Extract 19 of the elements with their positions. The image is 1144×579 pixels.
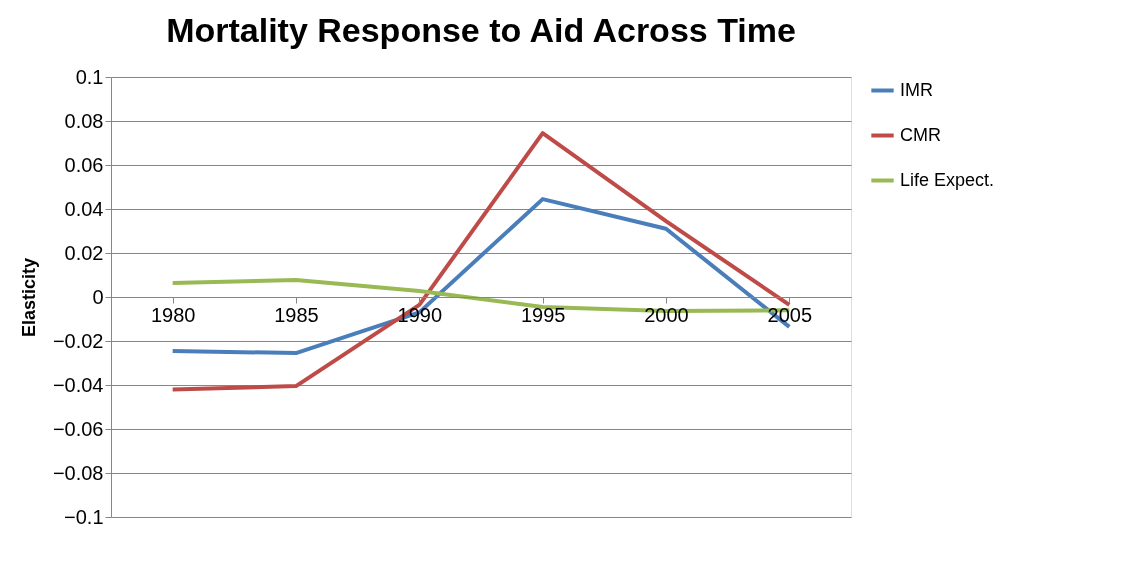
x-tick-label: 1985 [274, 303, 319, 326]
x-tick-label: 1980 [150, 303, 196, 326]
y-tick-label: −0.08 [52, 461, 104, 484]
y-axis-title: Elasticity [18, 257, 39, 338]
x-tick-label: 1995 [520, 303, 566, 326]
legend-label: IMR [900, 79, 933, 100]
y-tick-label: −0.06 [52, 417, 104, 440]
y-tick-label: −0.02 [52, 329, 104, 352]
y-tick-label: 0.02 [64, 241, 104, 264]
chart-title: Mortality Response to Aid Across Time [166, 11, 796, 49]
y-tick-label: 0.08 [64, 109, 104, 132]
legend-label: CMR [900, 124, 941, 145]
y-tick-label: 0.06 [64, 153, 104, 176]
y-tick-label: 0 [92, 285, 104, 308]
y-tick-label: −0.04 [52, 373, 104, 396]
y-tick-label: 0.1 [75, 65, 104, 88]
y-tick-label: 0.04 [64, 197, 104, 220]
y-tick-label: −0.1 [64, 505, 104, 528]
legend-label: Life Expect. [900, 169, 995, 190]
